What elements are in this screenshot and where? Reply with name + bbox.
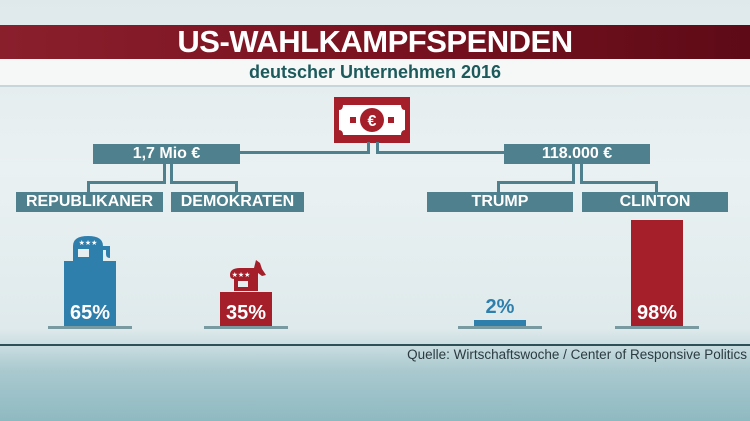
source: Quelle: Wirtschaftswoche / Center of Res… [407,347,747,362]
value-label: 2% [485,296,515,318]
svg-text:€: € [368,113,377,130]
donkey-icon: ★★★ [230,260,266,291]
svg-text:★★★: ★★★ [232,271,251,279]
svg-text:★★★: ★★★ [79,239,98,247]
label-demokraten: DEMOKRATEN [171,192,304,212]
connector [497,181,500,192]
subtitle: deutscher Unternehmen 2016 [0,59,750,87]
bar-trump [474,320,526,328]
bar-republikaner [64,261,116,328]
connector [655,181,658,192]
baseline-divider [0,344,750,346]
connector [235,181,238,192]
bar-clinton [631,219,683,328]
connector [376,151,504,154]
value-label: 65% [69,302,111,324]
value-label: 35% [225,302,267,324]
bar-demokraten [220,291,272,328]
label-clinton: CLINTON [582,192,728,212]
title-band: US-WAHLKAMPFSPENDEN [0,25,750,59]
connector [170,164,173,182]
connector [376,142,379,153]
label-trump: TRUMP [427,192,573,212]
connector [87,181,166,184]
connector [580,164,583,182]
elephant-icon: ★★★ [73,236,110,262]
connector [367,142,370,153]
connector [497,181,575,184]
connector [580,181,658,184]
connector [240,151,370,154]
bar-floor [458,326,542,329]
connector [163,164,166,182]
connector [170,181,238,184]
bar-floor [615,326,699,329]
bar-floor [204,326,288,329]
value-label: 98% [636,302,678,324]
connector [87,181,90,192]
total-candidates: 118.000 € [504,144,650,164]
bar-floor [48,326,132,329]
euro-banknote-icon: € [334,97,410,143]
total-parties: 1,7 Mio € [93,144,240,164]
title: US-WAHLKAMPFSPENDEN [177,24,573,59]
label-republikaner: REPUBLIKANER [16,192,163,212]
connector [572,164,575,182]
